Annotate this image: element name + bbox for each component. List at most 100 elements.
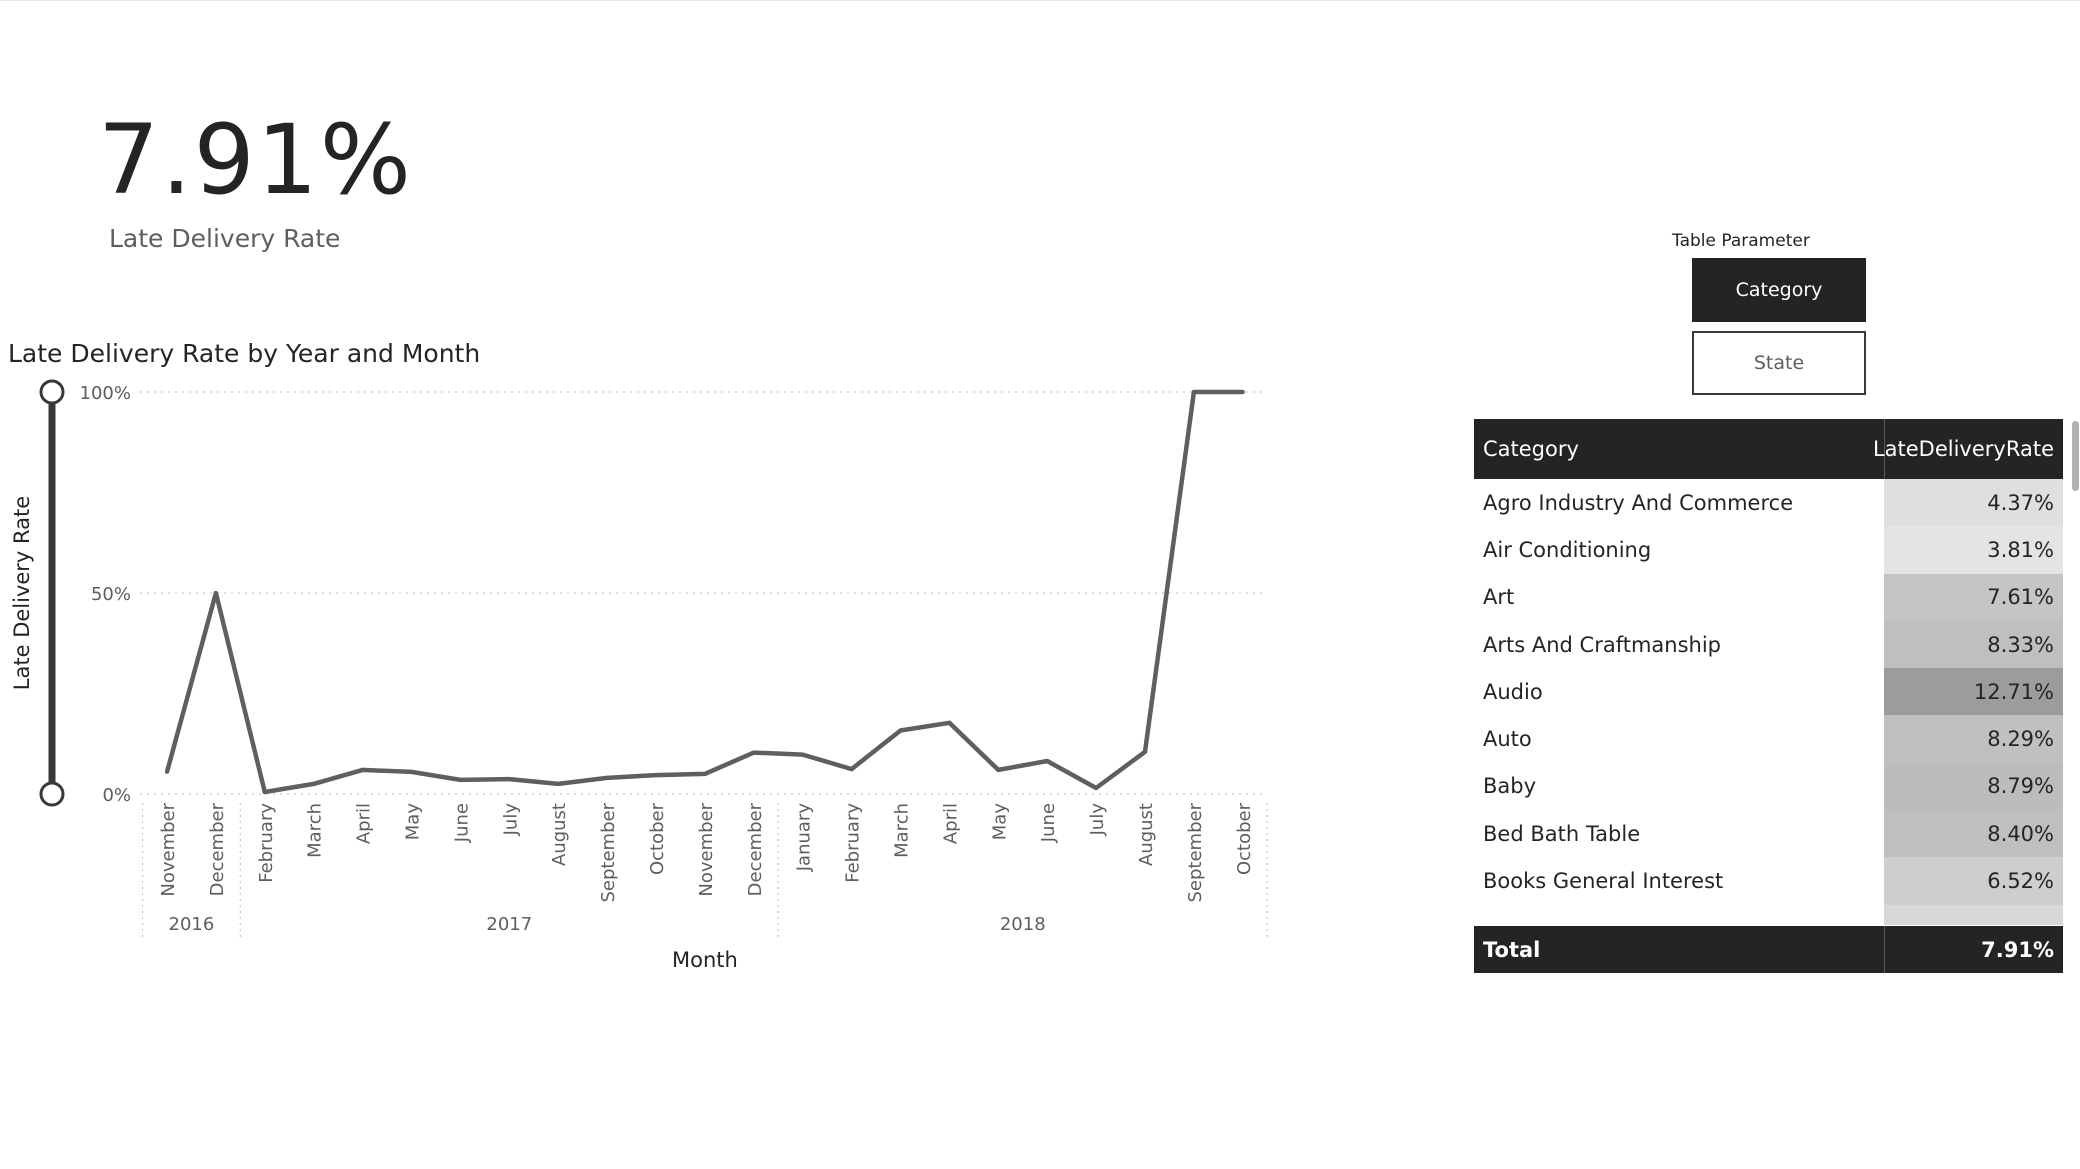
data-point [605,775,610,780]
line-chart: 100% 50% 0% Late Delivery Rate November Decem… [10,379,1268,972]
row-rate: 4.37% [1884,479,2063,527]
table-row[interactable]: Audio 12.71% [1474,668,2063,716]
y-tick-label: 0% [102,785,131,806]
data-point [702,771,707,776]
row-rate: 8.79% [1884,762,2063,811]
x-tick-label: September [1185,802,1206,902]
zoom-slider-handle-bottom [39,781,65,807]
row-category: Books General Interest [1483,869,1724,894]
slicer-title: Table Parameter [1672,231,1810,251]
kpi-value: 7.91% [98,104,413,216]
x-tick-label: June [1038,803,1059,843]
table-row[interactable]: Auto 8.29% [1474,715,2063,763]
x-tick-label: May [989,803,1010,841]
data-point [947,720,952,725]
x-tick-label: June [451,803,472,843]
y-axis-title: Late Delivery Rate [10,496,34,690]
column-header-rate[interactable]: LateDeliveryRate [1873,419,2063,479]
table-row[interactable]: Agro Industry And Commerce 4.37% [1474,479,2063,527]
row-category: Arts And Craftmanship [1483,632,1722,657]
x-tick-label: March [305,803,326,858]
data-point [165,769,169,774]
row-rate: 8.29% [1884,715,2063,763]
row-category: Art [1483,585,1515,610]
slicer-option-state[interactable]: State [1692,331,1866,395]
row-rate: 8.40% [1884,810,2063,858]
data-point [1094,785,1099,790]
year-label: 2016 [169,914,215,935]
x-tick-label: October [647,802,668,875]
row-rate [1884,904,2063,925]
row-category: Bed Bath Table [1483,821,1641,846]
data-point [996,767,1001,772]
year-label: 2018 [1000,914,1046,935]
row-rate: 8.33% [1884,620,2063,669]
row-rate: 3.81% [1884,526,2063,574]
data-point [213,591,218,595]
data-point [1240,390,1245,394]
x-tick-label: July [1087,803,1108,837]
row-category: Air Conditioning [1483,537,1652,562]
table-scrollbar[interactable] [2072,421,2079,491]
x-axis-title: Month [672,948,738,972]
x-tick-label: May [403,803,424,841]
total-label: Total [1483,937,1541,962]
data-point [1191,390,1196,394]
row-category: Baby [1483,774,1537,799]
data-point [507,777,512,782]
row-category: Auto [1483,727,1532,752]
table-header: Category LateDeliveryRate [1474,419,2063,479]
x-tick-label: December [207,802,228,896]
table-row[interactable]: Arts And Craftmanship 8.33% [1474,620,2063,669]
row-category: Audio [1483,679,1543,704]
x-tick-label: September [598,802,619,902]
data-point [800,752,805,757]
x-tick-label: April [940,803,961,844]
table-row[interactable]: Air Conditioning 3.81% [1474,526,2063,574]
chart-title: Late Delivery Rate by Year and Month [8,339,481,368]
table-total-row: Total 7.91% [1474,926,2063,973]
x-tick-label: February [256,803,277,883]
data-point [311,781,316,786]
data-point [751,750,756,755]
line-series [164,389,1243,795]
x-tick-label: December [745,802,766,896]
zoom-slider-handle-top [39,379,65,405]
data-point [898,728,903,733]
data-point [262,789,267,794]
x-tick-label: March [892,803,913,858]
data-point [458,777,463,782]
x-tick-label: October [1234,802,1255,875]
row-rate: 7.61% [1884,573,2063,621]
data-point [1143,749,1147,754]
row-category: Agro Industry And Commerce [1483,490,1794,515]
table-row[interactable]: Books General Interest 6.52% [1474,857,2063,905]
x-tick-label: July [500,803,521,837]
column-header-category[interactable]: Category [1483,437,1579,461]
year-label: 2017 [486,914,532,935]
slicer-option-category[interactable]: Category [1692,258,1866,322]
data-point [654,773,658,778]
x-tick-label: November [158,802,179,896]
x-tick-label: February [843,803,864,883]
x-tick-label: January [794,803,815,873]
table-row[interactable]: Baby 8.79% [1474,762,2063,811]
table-row-partial [1474,904,2063,925]
table-body[interactable]: Agro Industry And Commerce 4.37% Air Condi… [1474,479,2063,926]
y-tick-label: 50% [91,584,131,605]
x-tick-label: August [549,803,570,866]
total-value: 7.91% [1884,926,2063,973]
y-tick-label: 100% [80,383,131,404]
data-point [556,781,561,786]
x-tick-label: April [354,803,375,844]
table-row[interactable]: Bed Bath Table 8.40% [1474,810,2063,858]
top-divider [0,0,2080,1]
table-row[interactable]: Art 7.61% [1474,573,2063,621]
x-tick-label: November [696,802,717,896]
data-point [409,769,414,774]
row-rate: 12.71% [1884,668,2063,716]
x-tick-label: August [1136,803,1157,866]
kpi-label: Late Delivery Rate [109,224,341,253]
data-point [849,767,854,772]
row-rate: 6.52% [1884,857,2063,905]
